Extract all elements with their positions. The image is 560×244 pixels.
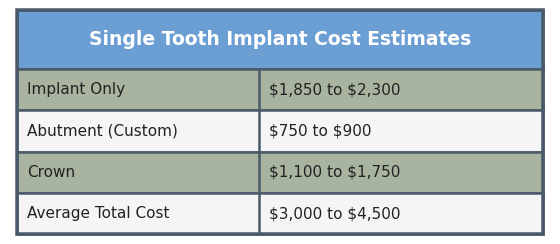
Text: \$1,100 to \$1,750: \$1,100 to \$1,750 <box>269 165 400 180</box>
Text: \$3,000 to \$4,500: \$3,000 to \$4,500 <box>269 206 400 221</box>
Text: \$1,850 to \$2,300: \$1,850 to \$2,300 <box>269 82 400 97</box>
Bar <box>17 152 543 193</box>
Text: Average Total Cost: Average Total Cost <box>27 206 169 221</box>
Text: \$750 to \$900: \$750 to \$900 <box>269 124 371 139</box>
Text: Abutment (Custom): Abutment (Custom) <box>27 124 178 139</box>
Text: Implant Only: Implant Only <box>27 82 125 97</box>
Bar <box>17 193 543 234</box>
Bar <box>17 10 543 69</box>
Text: Crown: Crown <box>27 165 75 180</box>
Bar <box>17 69 543 111</box>
Text: Single Tooth Implant Cost Estimates: Single Tooth Implant Cost Estimates <box>89 30 471 49</box>
Bar <box>17 111 543 152</box>
